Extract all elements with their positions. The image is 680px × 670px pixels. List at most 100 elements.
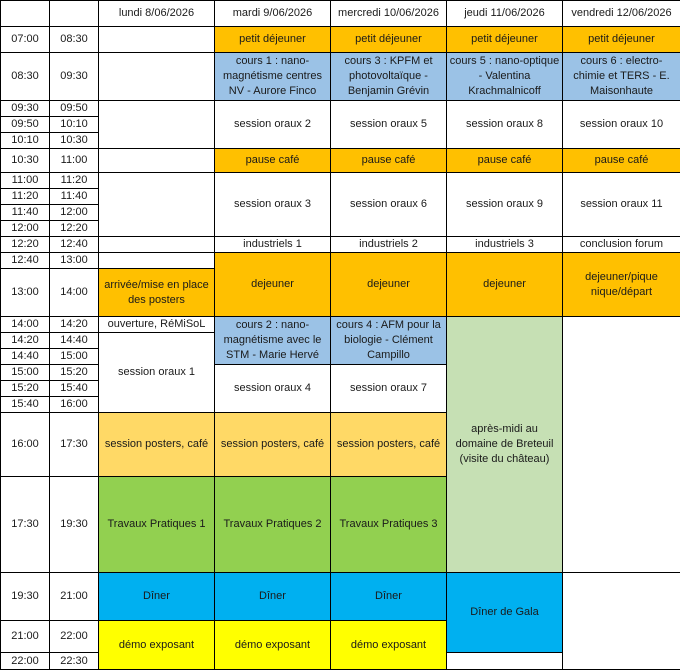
event-cell: pause café xyxy=(331,149,447,173)
event-cell-label: cours 6 : electro-chimie et TERS - E. Ma… xyxy=(573,55,670,97)
slot-end-time-label: 10:30 xyxy=(60,134,88,146)
slot-start-time-label: 09:50 xyxy=(11,118,39,130)
slot-start-time: 21:00 xyxy=(1,621,50,653)
slot-end-time: 12:00 xyxy=(50,205,99,221)
event-cell: dejeuner xyxy=(447,253,563,317)
event-cell-label: session oraux 2 xyxy=(233,118,312,130)
slot-end-time: 19:30 xyxy=(50,477,99,573)
slot-end-time-label: 11:40 xyxy=(60,190,88,202)
event-cell-label: conclusion forum xyxy=(579,238,664,250)
slot-start-time-label: 09:30 xyxy=(11,102,39,114)
event-cell: petit déjeuner xyxy=(215,27,331,53)
event-cell: dejeuner xyxy=(331,253,447,317)
event-cell-label: cours 5 : nano-optique - Valentina Krach… xyxy=(449,55,560,97)
slot-end-time-label: 10:10 xyxy=(60,118,88,130)
event-cell: session oraux 10 xyxy=(563,101,680,149)
event-cell-label: après-midi au domaine de Breteuil (visit… xyxy=(455,423,554,465)
event-cell-label: session oraux 4 xyxy=(233,382,312,394)
slot-start-time: 17:30 xyxy=(1,477,50,573)
slot-end-time: 13:00 xyxy=(50,253,99,269)
event-cell: cours 1 : nano-magnétisme centres NV - A… xyxy=(215,53,331,101)
slot-end-time: 11:40 xyxy=(50,189,99,205)
event-cell-label: Travaux Pratiques 1 xyxy=(107,518,206,530)
slot-end-time: 21:00 xyxy=(50,573,99,621)
event-cell-label: session oraux 6 xyxy=(349,198,428,210)
event-cell-label: petit déjeuner xyxy=(471,33,538,45)
slot-start-time-label: 22:00 xyxy=(11,654,39,667)
slot-start-time: 19:30 xyxy=(1,573,50,621)
event-cell: Travaux Pratiques 3 xyxy=(331,477,447,573)
event-cell-label: industriels 3 xyxy=(475,238,534,250)
event-cell: après-midi au domaine de Breteuil (visit… xyxy=(447,317,563,573)
header-blank-end xyxy=(50,1,99,27)
event-cell: pause café xyxy=(447,149,563,173)
slot-end-time-label: 09:50 xyxy=(60,102,88,114)
slot-end-time: 17:30 xyxy=(50,413,99,477)
slot-end-time: 11:00 xyxy=(50,149,99,173)
slot-end-time: 22:00 xyxy=(50,621,99,653)
slot-end-time: 14:40 xyxy=(50,333,99,349)
slot-start-time-label: 16:00 xyxy=(11,438,39,450)
slot-start-time: 11:20 xyxy=(1,189,50,205)
event-cell-label: démo exposant xyxy=(234,638,311,651)
slot-end-time: 14:00 xyxy=(50,269,99,317)
header-blank-start xyxy=(1,1,50,27)
event-cell-label: petit déjeuner xyxy=(355,33,422,45)
slot-end-time: 14:20 xyxy=(50,317,99,333)
event-cell-label: session posters, café xyxy=(104,438,209,450)
slot-end-time: 11:20 xyxy=(50,173,99,189)
event-cell: session oraux 5 xyxy=(331,101,447,149)
slot-start-time: 11:00 xyxy=(1,173,50,189)
event-cell: petit déjeuner xyxy=(563,27,680,53)
slot-start-time-label: 15:00 xyxy=(11,366,39,378)
slot-start-time-label: 14:40 xyxy=(11,350,39,362)
slot-end-time: 15:20 xyxy=(50,365,99,381)
event-cell-label: cours 2 : nano-magnétisme avec le STM - … xyxy=(223,319,322,361)
event-cell: Dîner de Gala xyxy=(447,573,563,653)
empty-cell xyxy=(99,237,215,253)
slot-end-time-label: 15:20 xyxy=(60,366,88,378)
slot-end-time: 09:30 xyxy=(50,53,99,101)
slot-end-time-label: 11:00 xyxy=(60,154,88,166)
slot-start-time: 12:00 xyxy=(1,221,50,237)
event-cell-label: pause café xyxy=(361,154,416,166)
empty-cell xyxy=(563,573,680,670)
slot-start-time: 14:40 xyxy=(1,349,50,365)
event-cell-label: session oraux 10 xyxy=(579,118,664,130)
event-cell: session oraux 8 xyxy=(447,101,563,149)
event-cell-label: session oraux 9 xyxy=(465,198,544,210)
event-cell-label: session oraux 1 xyxy=(117,366,196,378)
event-cell: cours 6 : electro-chimie et TERS - E. Ma… xyxy=(563,53,680,101)
event-cell-label: pause café xyxy=(245,154,300,166)
slot-start-time: 07:00 xyxy=(1,27,50,53)
empty-cell xyxy=(563,317,680,573)
event-cell-label: session oraux 3 xyxy=(233,198,312,210)
empty-cell xyxy=(99,173,215,237)
event-cell-label: Dîner xyxy=(143,590,170,602)
event-cell-label: session oraux 5 xyxy=(349,118,428,130)
event-cell: cours 3 : KPFM et photovoltaïque - Benja… xyxy=(331,53,447,101)
slot-end-time-label: 17:30 xyxy=(60,438,88,450)
event-cell: industriels 1 xyxy=(215,237,331,253)
event-cell-label: petit déjeuner xyxy=(588,33,655,45)
event-cell: session oraux 11 xyxy=(563,173,680,237)
event-cell-label: Travaux Pratiques 3 xyxy=(339,518,438,530)
slot-end-time-label: 22:30 xyxy=(60,654,88,667)
event-cell-label: petit déjeuner xyxy=(239,33,306,45)
slot-start-time: 08:30 xyxy=(1,53,50,101)
slot-end-time-label: 08:30 xyxy=(60,33,88,45)
slot-end-time-label: 15:40 xyxy=(60,382,88,394)
slot-end-time-label: 14:00 xyxy=(60,286,88,298)
slot-end-time-label: 22:00 xyxy=(60,630,88,642)
slot-start-time: 16:00 xyxy=(1,413,50,477)
slot-end-time-label: 14:40 xyxy=(60,334,88,346)
event-cell-label: cours 4 : AFM pour la biologie - Clément… xyxy=(336,319,441,361)
event-cell-label: arrivée/mise en place des posters xyxy=(104,278,209,306)
event-cell: démo exposant xyxy=(215,621,331,670)
slot-start-time-label: 10:10 xyxy=(11,134,39,146)
event-cell-label: démo exposant xyxy=(350,638,427,651)
event-cell: cours 5 : nano-optique - Valentina Krach… xyxy=(447,53,563,101)
slot-start-time-label: 15:40 xyxy=(11,398,39,410)
event-cell: session oraux 4 xyxy=(215,365,331,413)
